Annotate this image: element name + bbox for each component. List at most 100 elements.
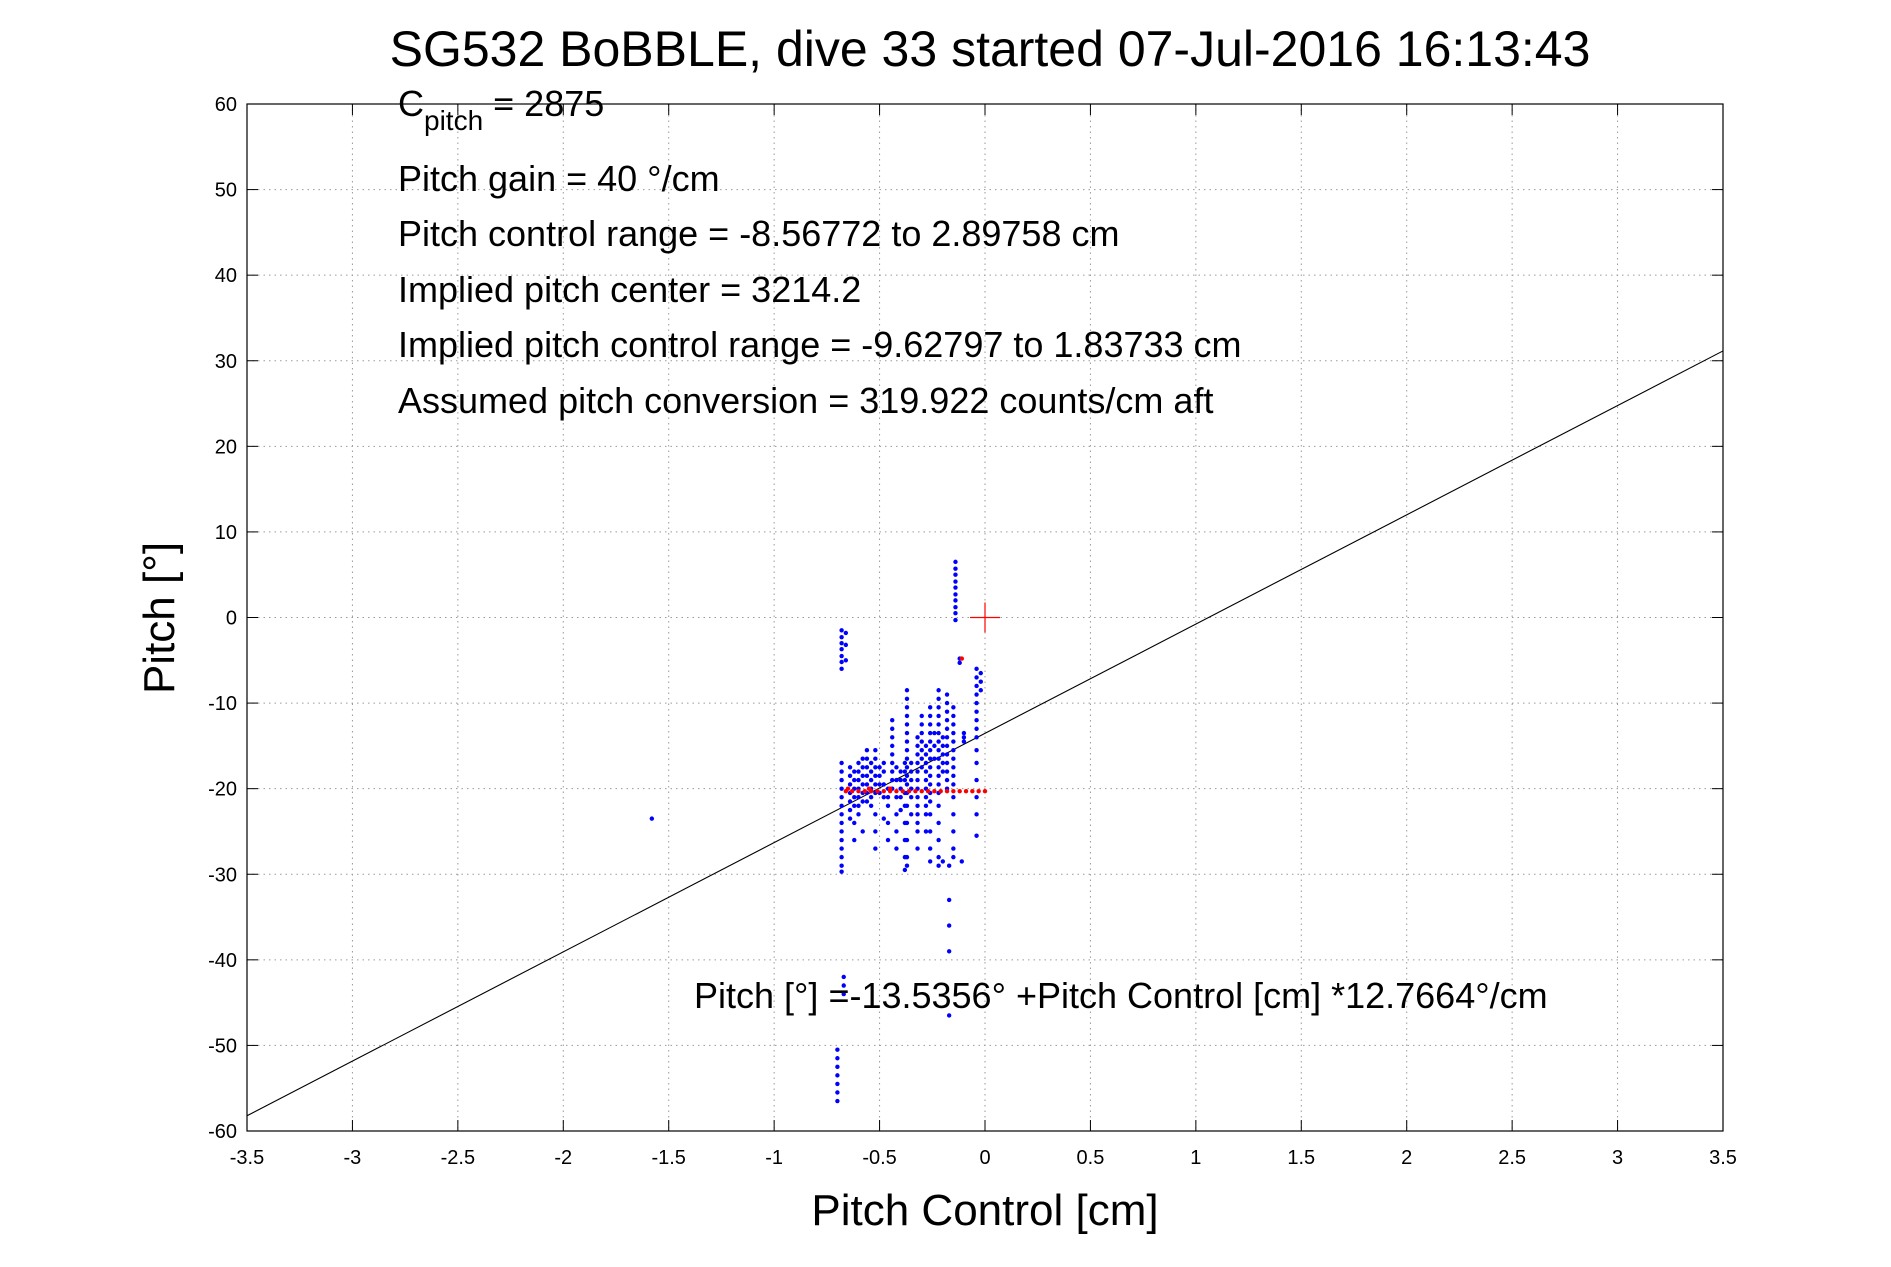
red-point	[970, 789, 975, 794]
blue-point	[919, 739, 924, 744]
blue-point	[974, 735, 979, 740]
blue-point	[852, 777, 857, 783]
blue-point	[944, 735, 950, 740]
blue-point	[860, 829, 865, 834]
blue-point	[864, 765, 870, 770]
blue-point	[856, 760, 861, 766]
annotation-line-3: Implied pitch center = 3214.2	[398, 269, 861, 310]
blue-point	[951, 713, 956, 719]
red-point	[862, 789, 868, 794]
y-tick-label: -10	[208, 693, 237, 715]
blue-point	[932, 756, 937, 761]
blue-point	[915, 812, 920, 817]
blue-point	[923, 777, 929, 783]
blue-point	[898, 807, 903, 813]
blue-point	[839, 846, 844, 851]
blue-point	[951, 782, 956, 787]
blue-point	[927, 812, 933, 817]
blue-point	[919, 713, 924, 719]
blue-point	[944, 760, 950, 766]
blue-point	[852, 803, 857, 808]
blue-point	[940, 769, 946, 774]
blue-point	[904, 820, 910, 826]
center-marker-group	[970, 602, 1000, 633]
blue-point	[909, 760, 914, 766]
blue-point	[927, 747, 933, 753]
blue-point	[852, 820, 857, 826]
blue-point	[868, 803, 874, 808]
red-point	[932, 789, 937, 794]
x-tick-label: 3.5	[1709, 1147, 1737, 1169]
blue-point	[923, 803, 929, 808]
blue-point	[890, 760, 895, 766]
blue-point	[936, 739, 941, 744]
blue-point	[944, 743, 950, 749]
blue-point	[946, 863, 952, 868]
blue-point	[961, 730, 967, 736]
blue-point	[839, 634, 844, 640]
blue-point	[909, 812, 914, 817]
blue-point	[868, 769, 874, 774]
blue-point	[927, 829, 933, 834]
blue-point	[890, 718, 895, 723]
x-tick-label: -3	[344, 1147, 362, 1169]
blue-point	[894, 765, 899, 770]
x-tick-label: 0.5	[1077, 1147, 1105, 1169]
blue-point	[927, 722, 933, 727]
annotation-cpitch-sub: pitch	[424, 105, 483, 136]
blue-point	[978, 679, 983, 684]
blue-point	[953, 559, 958, 565]
blue-point	[904, 722, 910, 727]
blue-point	[839, 769, 844, 774]
blue-point	[898, 769, 903, 774]
blue-point	[839, 795, 844, 800]
x-tick-label: -0.5	[862, 1147, 896, 1169]
red-point	[919, 789, 924, 794]
y-tick-label: 0	[226, 608, 237, 630]
blue-point	[877, 773, 882, 779]
blue-point	[953, 598, 958, 603]
blue-point	[978, 670, 983, 676]
blue-point	[852, 769, 857, 774]
blue-point	[946, 1013, 952, 1018]
red-point	[887, 786, 893, 791]
blue-point	[904, 705, 910, 710]
annotation-cpitch-main: C	[398, 83, 424, 124]
blue-point	[944, 752, 950, 757]
blue-point	[919, 747, 924, 753]
blue-point	[951, 773, 956, 779]
fit-equation: Pitch [°] =-13.5356° +Pitch Control [cm]…	[694, 975, 1548, 1016]
blue-point	[951, 846, 956, 851]
x-tick-labels: -3.5 -3 -2.5 -2 -1.5 -1 -0.5 0 0.5 1 1.5 2 2.5 3 3.5	[230, 1147, 1737, 1169]
blue-point	[951, 795, 956, 800]
y-tick-label: 30	[215, 351, 237, 373]
blue-point	[847, 799, 853, 804]
blue-point	[860, 756, 865, 761]
blue-point	[885, 795, 891, 800]
blue-point	[927, 756, 933, 761]
blue-point	[944, 692, 950, 697]
blue-point	[940, 752, 946, 757]
blue-point	[927, 765, 933, 770]
blue-point	[953, 592, 958, 597]
blue-point	[881, 760, 886, 766]
blue-point	[953, 566, 958, 571]
y-tick-label: -30	[208, 864, 237, 886]
blue-point	[864, 756, 870, 761]
blue-point	[873, 782, 878, 787]
blue-point	[877, 782, 882, 787]
blue-point	[904, 863, 910, 868]
blue-point	[944, 700, 950, 706]
blue-point	[940, 760, 946, 766]
blue-point	[839, 640, 844, 646]
red-point	[845, 786, 851, 791]
x-tick-label: 2.5	[1498, 1147, 1526, 1169]
blue-point	[974, 683, 979, 689]
axis-ticks	[246, 103, 1724, 1132]
blue-point	[873, 829, 878, 834]
blue-point	[951, 739, 956, 744]
red-point	[881, 789, 886, 794]
blue-point	[839, 653, 844, 659]
fit-line-group	[246, 350, 1724, 1117]
blue-point	[951, 765, 956, 770]
